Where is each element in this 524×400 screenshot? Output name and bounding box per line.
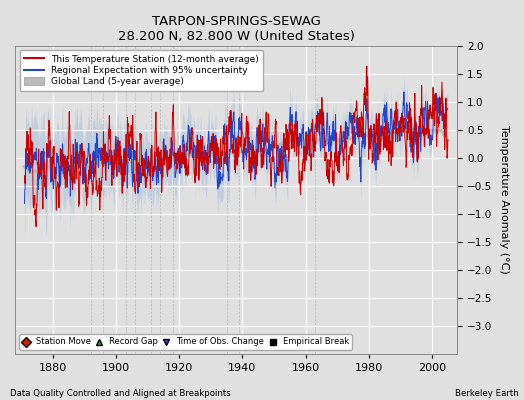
Title: TARPON-SPRINGS-SEWAG
28.200 N, 82.800 W (United States): TARPON-SPRINGS-SEWAG 28.200 N, 82.800 W … — [118, 15, 355, 43]
Text: Berkeley Earth: Berkeley Earth — [455, 389, 519, 398]
Text: Data Quality Controlled and Aligned at Breakpoints: Data Quality Controlled and Aligned at B… — [10, 389, 231, 398]
Y-axis label: Temperature Anomaly (°C): Temperature Anomaly (°C) — [499, 125, 509, 274]
Legend: Station Move, Record Gap, Time of Obs. Change, Empirical Break: Station Move, Record Gap, Time of Obs. C… — [19, 334, 352, 350]
